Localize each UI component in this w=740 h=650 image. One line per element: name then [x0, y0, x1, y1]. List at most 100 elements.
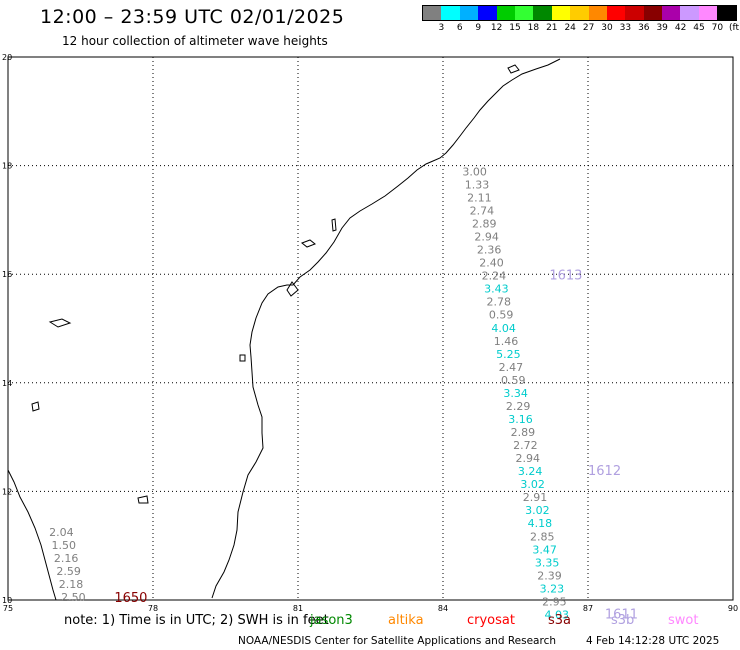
- legend-swatch: [514, 6, 534, 20]
- legend-swatch: [662, 6, 681, 20]
- legend-tick-label: 33: [619, 23, 632, 33]
- swh-value-label: 2.18: [59, 578, 84, 591]
- swh-value-label: 1.33: [465, 178, 490, 191]
- swh-value-label: 2.94: [516, 452, 541, 465]
- swh-value-label: 2.11: [467, 191, 492, 204]
- swh-value-label: 2.95: [542, 595, 567, 608]
- pass-number-label: 1612: [588, 464, 621, 479]
- footer-credit: NOAA/NESDIS Center for Satellite Applica…: [238, 635, 556, 647]
- swh-value-label: 1.50: [52, 539, 77, 552]
- mouth-river-delta: [286, 281, 299, 297]
- legend-swatch: [717, 6, 736, 20]
- satellite-swot: swot: [668, 613, 699, 628]
- swh-value-label: 2.39: [537, 569, 562, 582]
- coastline-west-india: [7, 469, 57, 601]
- legend-tick-label: 45: [693, 23, 705, 33]
- legend-tick-label: (ft): [729, 23, 740, 33]
- swh-value-label: 2.78: [487, 296, 512, 309]
- legend-tick-label: 12: [490, 23, 503, 33]
- swh-value-label: 2.24: [482, 270, 507, 283]
- legend-tick-label: 18: [527, 23, 540, 33]
- x-tick-label: 90: [728, 604, 738, 613]
- note-row: note: 1) Time is in UTC; 2) SWH is in fe…: [0, 613, 740, 629]
- swh-value-label: 2.85: [530, 530, 555, 543]
- swh-value-label: 4.18: [528, 517, 553, 530]
- swh-value-label: 0.59: [489, 309, 513, 322]
- legend-swatch: [570, 6, 589, 20]
- swh-value-label: 2.04: [49, 526, 73, 539]
- coastline: [7, 58, 561, 601]
- swh-value-label: 2.94: [474, 231, 499, 244]
- island-small-1: [48, 318, 72, 328]
- x-tick-label: 78: [148, 604, 158, 613]
- legend-tick-label: 6: [456, 23, 463, 33]
- swh-value-label: 2.36: [477, 244, 502, 257]
- swh-value-label: 3.02: [525, 504, 550, 517]
- swh-value-label: 3.35: [535, 556, 560, 569]
- pass-number-label: 1611: [605, 607, 638, 622]
- y-tick-labels: 10 12 14 16 18 20: [2, 53, 12, 605]
- footer-timestamp: 4 Feb 14:12:28 UTC 2025: [586, 635, 720, 647]
- swh-values: 3.001.332.112.742.892.942.362.402.243.43…: [49, 165, 569, 621]
- swh-value-label: 5.25: [496, 348, 520, 361]
- y-tick-label: 10: [2, 596, 12, 605]
- swh-value-label: 2.40: [479, 257, 504, 270]
- swh-value-label: 2.59: [56, 565, 80, 578]
- legend-tick-label: 3: [438, 23, 445, 33]
- island-small-6: [507, 64, 520, 74]
- swh-value-label: 4.03: [545, 608, 570, 621]
- legend-tick-label: 27: [582, 23, 595, 33]
- swh-value-label: 4.04: [491, 322, 516, 335]
- x-tick-labels: 75 78 81 84 87 90: [3, 604, 738, 613]
- swh-value-label: 3.43: [484, 283, 509, 296]
- pass-number-label: 1613: [549, 269, 582, 284]
- map-gridlines: [8, 57, 733, 600]
- chart-subtitle: 12 hour collection of altimeter wave hei…: [62, 34, 328, 48]
- legend-swatch: [423, 6, 442, 20]
- satellite-s3a: s3a: [548, 613, 572, 628]
- y-tick-label: 20: [2, 53, 12, 62]
- swh-value-label: 2.47: [499, 361, 524, 374]
- swh-value-label: 3.47: [532, 543, 557, 556]
- swh-value-label: 0.59: [501, 374, 526, 387]
- island-small-7: [239, 354, 246, 362]
- swh-value-label: 2.91: [523, 491, 548, 504]
- legend-swatch: [606, 6, 626, 20]
- y-tick-label: 18: [2, 162, 12, 171]
- legend-tick-label: 70: [711, 23, 724, 33]
- swh-value-label: 3.00: [462, 165, 487, 178]
- y-tick-label: 12: [2, 487, 12, 496]
- island-small-4: [301, 239, 316, 248]
- swh-value-label: 2.50: [61, 591, 86, 604]
- swh-value-label: 2.89: [472, 218, 497, 231]
- satellite-jason3: jason3: [310, 613, 353, 628]
- y-tick-label: 16: [2, 270, 12, 279]
- swh-value-label: 2.29: [506, 400, 531, 413]
- legend-swatch: [478, 6, 497, 20]
- pass-labels: 1613 1612 1611 1650: [114, 269, 638, 623]
- swh-value-label: 2.72: [513, 439, 538, 452]
- legend-swatch: [533, 6, 552, 20]
- legend-tick-label: 24: [564, 23, 576, 33]
- legend-swatch: [680, 6, 699, 20]
- satellite-altika: altika: [388, 613, 424, 628]
- swh-value-label: 3.02: [520, 478, 545, 491]
- x-tick-label: 75: [3, 604, 13, 613]
- legend-tick-label: 30: [601, 23, 613, 33]
- legend-swatch: [643, 6, 663, 20]
- pass-number-label: 1650: [114, 591, 147, 606]
- legend-tick-label: 39: [656, 23, 668, 33]
- legend-swatch: [625, 6, 644, 20]
- legend-tick-label: 15: [509, 23, 521, 33]
- legend-swatch: [496, 6, 515, 20]
- island-small-5: [331, 218, 337, 232]
- legend-swatch: [551, 6, 571, 20]
- swh-value-label: 3.34: [503, 387, 527, 400]
- swh-value-label: 3.23: [540, 582, 565, 595]
- legend-swatch: [441, 6, 460, 20]
- swh-value-label: 2.74: [470, 204, 495, 217]
- swh-value-label: 2.16: [54, 552, 79, 565]
- satellite-cryosat: cryosat: [467, 613, 515, 628]
